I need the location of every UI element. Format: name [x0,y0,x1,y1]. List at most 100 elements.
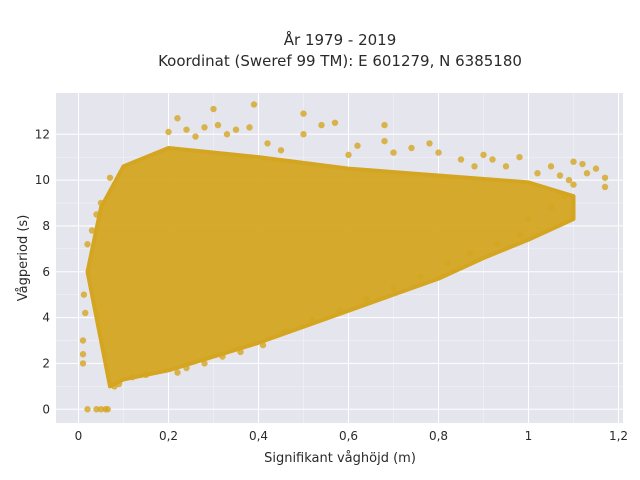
data-point [493,241,501,248]
data-point [214,121,222,129]
data-point [79,351,87,358]
data-point [142,371,150,379]
data-point [556,172,564,179]
data-point [466,250,474,257]
data-point [336,307,343,314]
data-points [79,101,609,413]
data-point [444,259,451,266]
data-point [547,204,555,211]
data-point [232,126,240,133]
y-tick-label: 8 [42,219,50,233]
data-point [601,174,609,181]
data-point [201,360,208,367]
data-point [534,170,541,177]
data-point [192,133,199,140]
data-point [174,115,181,122]
y-tick-label: 6 [42,265,50,279]
x-tick-label: 1,2 [609,429,628,443]
data-point [129,373,136,381]
data-point [381,137,388,145]
y-axis-label: Vågperiod (s) [16,215,31,302]
data-point [84,406,91,413]
data-point [565,176,573,184]
data-point [390,284,397,291]
data-point [88,227,96,234]
data-point [250,101,258,108]
chart-title-line-1: År 1979 - 2019 [284,30,397,49]
x-tick-label: 0,4 [249,429,268,443]
data-point [331,119,339,126]
y-axis-ticks: 0 2 4 6 8 10 12 [35,127,50,416]
x-tick-label: 0,6 [339,429,358,443]
data-point [583,170,591,177]
data-point [79,360,87,367]
data-point [502,163,510,170]
data-point [381,121,388,129]
data-point [435,149,442,156]
data-point [111,383,118,390]
y-tick-label: 10 [35,173,50,187]
data-point [547,163,555,170]
data-point [80,291,88,298]
data-point [93,406,100,413]
data-point [106,174,114,181]
data-point [93,211,100,218]
data-point [84,241,91,248]
data-point [246,124,253,131]
data-point [525,215,532,223]
y-tick-label: 0 [42,402,50,416]
x-tick-label: 0,2 [159,429,178,443]
data-point [390,149,397,156]
data-point [165,128,172,136]
data-point [104,406,111,413]
chart-title-line-2: Koordinat (Sweref 99 TM): E 601279, N 63… [158,52,522,70]
data-point [309,316,316,324]
data-point [345,151,352,159]
data-point [516,231,523,239]
data-point [223,131,231,138]
data-point [601,183,609,191]
data-point [97,406,105,413]
data-point [570,158,577,165]
data-point [210,105,217,113]
x-axis-label: Signifikant våghöjd (m) [264,451,416,466]
data-point [408,144,415,152]
data-point [354,142,361,149]
data-point [79,337,87,344]
data-point [97,199,105,207]
data-point [219,353,226,360]
data-point [579,160,586,168]
x-tick-label: 0,8 [429,429,448,443]
y-tick-label: 2 [42,356,50,370]
y-tick-label: 4 [42,311,50,325]
data-point [561,192,568,200]
dense-point-cloud [85,146,576,389]
x-tick-label: 1 [525,429,533,443]
data-point [457,156,465,163]
data-point [480,151,487,159]
data-point [174,369,181,376]
data-point [282,328,289,335]
data-point [259,341,267,349]
data-point [471,163,478,170]
data-point [363,296,370,303]
y-tick-label: 12 [35,127,50,141]
x-tick-label: 0 [75,429,83,443]
data-point [82,309,89,317]
data-point [417,273,424,280]
data-point [570,181,577,188]
data-point [277,147,285,154]
data-point [592,165,600,172]
data-point [237,348,244,356]
data-point [516,153,523,161]
data-point [183,126,190,133]
data-point [264,140,271,147]
data-point [300,131,307,138]
data-point [426,140,433,147]
data-point [183,364,190,372]
data-point [318,121,325,129]
data-point [201,124,208,131]
data-point [300,110,307,117]
x-axis-ticks: 0 0,2 0,4 0,6 0,8 1 1,2 [75,429,628,443]
